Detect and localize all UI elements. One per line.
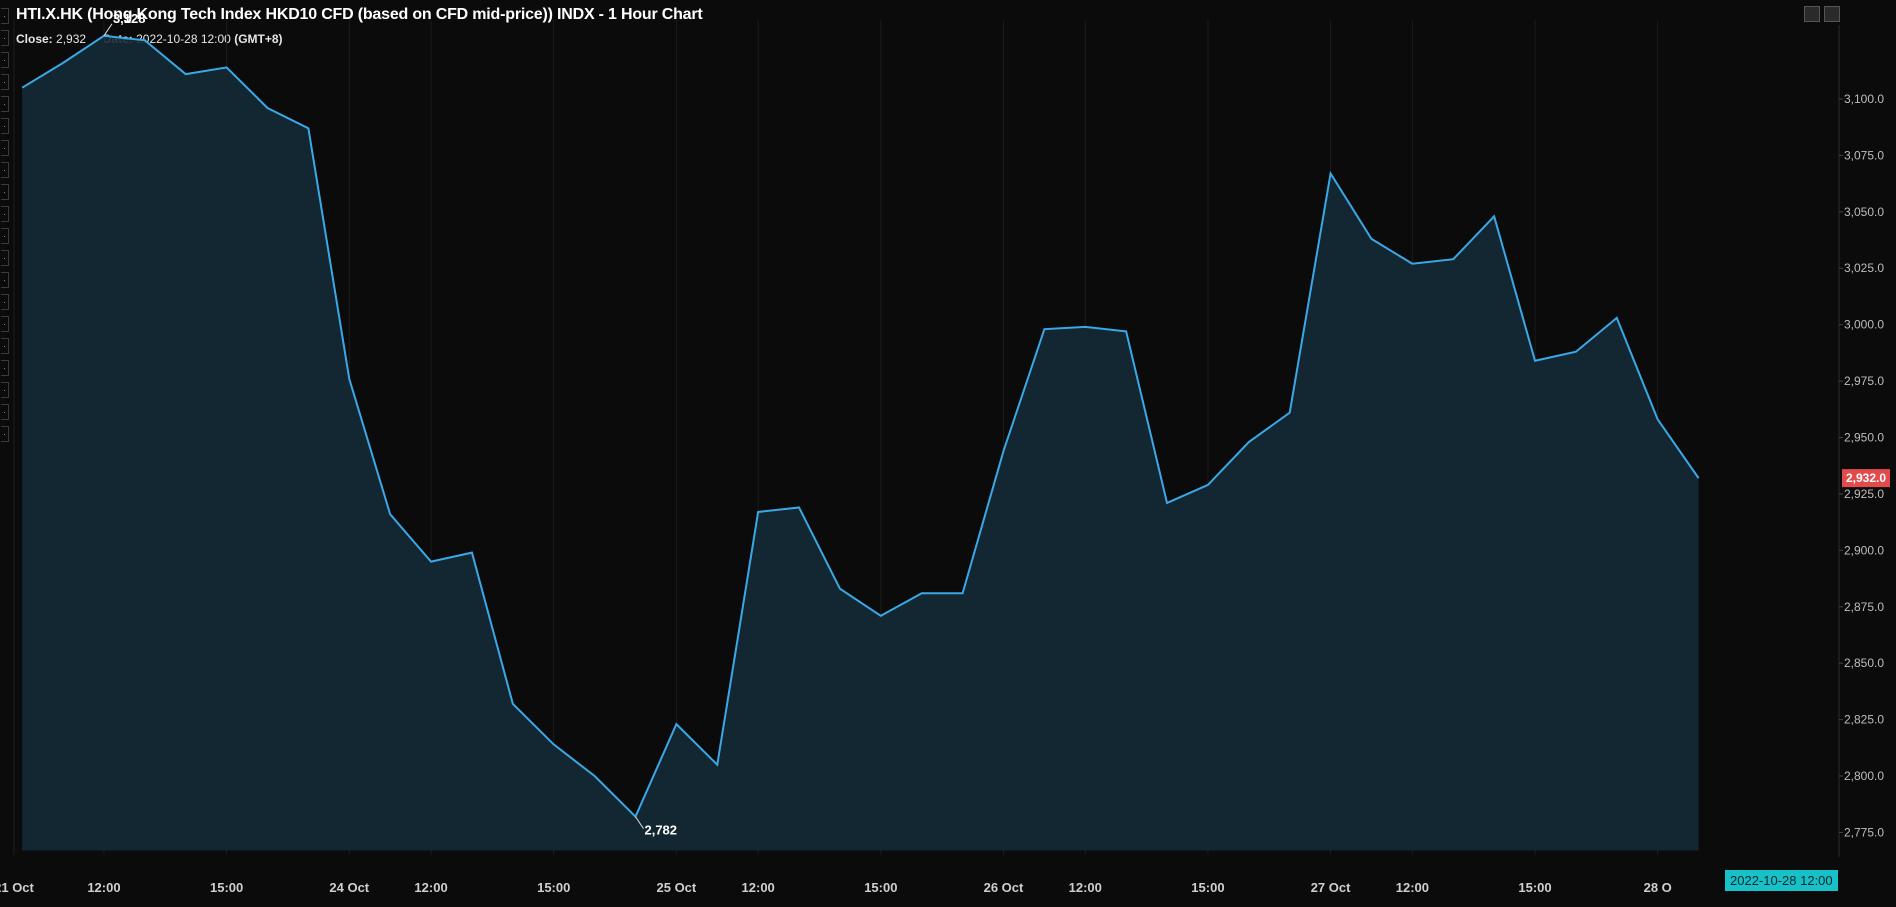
print-icon[interactable] <box>1824 6 1840 22</box>
y-tick-label: 2,875.0 <box>1844 600 1884 614</box>
x-tick-label: 15:00 <box>210 880 243 895</box>
collapse-icon[interactable]: · <box>1 426 9 442</box>
annotation-leader <box>103 23 113 37</box>
low-annotation: 2,782 <box>644 823 677 838</box>
expand-icon[interactable]: · <box>1 404 9 420</box>
x-tick-label: 15:00 <box>537 880 570 895</box>
x-tick-label: 12:00 <box>414 880 447 895</box>
last-value-badge <box>1842 469 1890 488</box>
last-value-label: 2,932.0 <box>1846 471 1886 485</box>
circle-icon[interactable]: · <box>1 162 9 178</box>
y-tick-label: 2,900.0 <box>1844 543 1884 557</box>
y-tick-label: 3,025.0 <box>1844 261 1884 275</box>
drawing-toolbar: · · · · · · · · · · · · · · · · · · · · <box>0 0 10 488</box>
x-tick-label: 12:00 <box>87 880 120 895</box>
close-value: 2,932 <box>56 32 87 46</box>
arrow-icon[interactable]: · <box>1 96 9 112</box>
zoom-icon[interactable]: · <box>1 272 9 288</box>
x-tick-label: 25 Oct <box>657 880 697 895</box>
y-tick-label: 2,800.0 <box>1844 769 1884 783</box>
lock-icon[interactable]: · <box>1 316 9 332</box>
y-tick-label: 3,075.0 <box>1844 148 1884 162</box>
x-tick-label: 15:00 <box>1518 880 1551 895</box>
high-annotation: 3,128 <box>113 11 146 26</box>
measure-icon[interactable]: · <box>1 250 9 266</box>
x-tick-label: 28 O <box>1644 880 1672 895</box>
close-label: Close: <box>16 32 53 46</box>
chart-type-icon[interactable] <box>1804 6 1820 22</box>
y-tick-label: 2,925.0 <box>1844 487 1884 501</box>
y-tick-label: 2,850.0 <box>1844 656 1884 670</box>
settings-icon[interactable]: · <box>1 382 9 398</box>
horizontal-line-icon[interactable]: · <box>1 74 9 90</box>
info-line: Close: 2,932 Date: 2022-10-28 12:00 (GMT… <box>16 32 283 46</box>
text-icon[interactable]: · <box>1 228 9 244</box>
line-icon[interactable]: · <box>1 30 9 46</box>
x-tick-label: 12:00 <box>1396 880 1429 895</box>
y-tick-label: 2,775.0 <box>1844 825 1884 839</box>
y-tick-label: 2,825.0 <box>1844 713 1884 727</box>
crosshair-date-badge: 2022-10-28 12:00 <box>1725 870 1838 891</box>
corner-controls <box>1804 6 1840 22</box>
fib-icon[interactable]: · <box>1 206 9 222</box>
chart-title: HTI.X.HK (Hong Kong Tech Index HKD10 CFD… <box>16 6 703 23</box>
trash-icon[interactable]: · <box>1 360 9 376</box>
trend-icon[interactable]: · <box>1 118 9 134</box>
magnet-icon[interactable]: · <box>1 294 9 310</box>
channel-icon[interactable]: · <box>1 140 9 156</box>
timezone-label: (GMT+8) <box>234 32 283 46</box>
y-tick-label: 2,975.0 <box>1844 374 1884 388</box>
x-tick-label: 15:00 <box>864 880 897 895</box>
x-tick-label: 15:00 <box>1191 880 1224 895</box>
date-value: 2022-10-28 12:00 <box>136 32 231 46</box>
x-tick-label: 12:00 <box>742 880 775 895</box>
x-tick-label: 12:00 <box>1069 880 1102 895</box>
rectangle-icon[interactable]: · <box>1 184 9 200</box>
y-tick-label: 2,950.0 <box>1844 431 1884 445</box>
y-tick-label: 3,000.0 <box>1844 318 1884 332</box>
price-line <box>21 34 1700 819</box>
eye-icon[interactable]: · <box>1 338 9 354</box>
x-tick-label: 21 Oct <box>0 880 35 895</box>
ray-icon[interactable]: · <box>1 52 9 68</box>
cursor-icon[interactable]: · <box>1 8 9 24</box>
y-tick-label: 3,100.0 <box>1844 92 1884 106</box>
x-tick-label: 26 Oct <box>984 880 1024 895</box>
area-fill <box>22 35 1699 851</box>
y-tick-label: 3,050.0 <box>1844 205 1884 219</box>
x-tick-label: 24 Oct <box>329 880 369 895</box>
x-tick-label: 27 Oct <box>1311 880 1351 895</box>
annotation-leader <box>635 816 644 829</box>
